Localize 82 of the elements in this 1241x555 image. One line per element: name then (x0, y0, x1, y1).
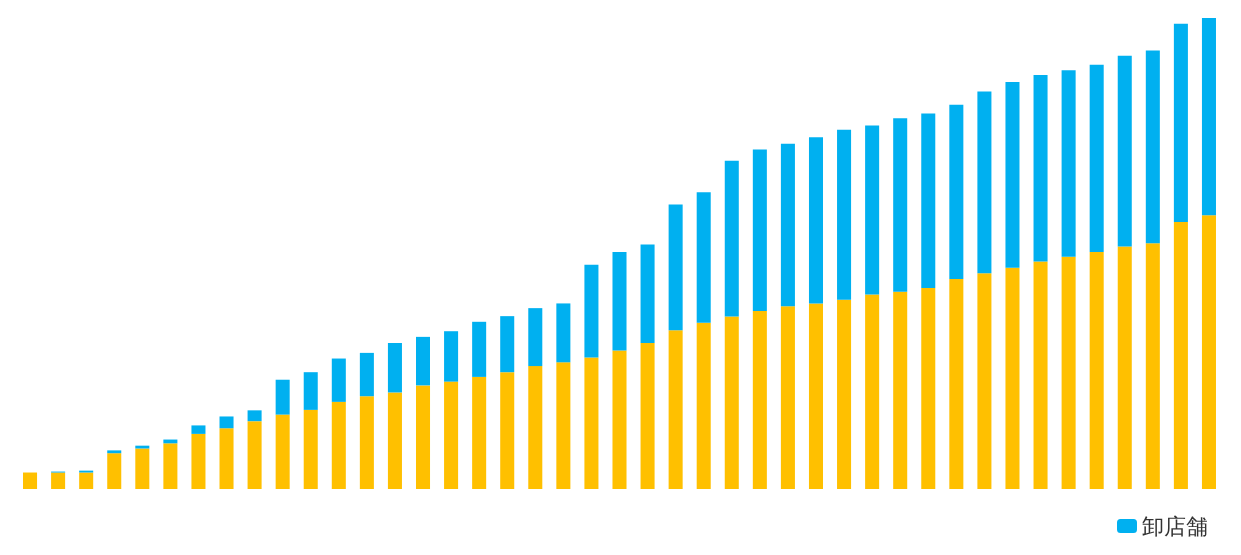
bar (1173, 23, 1188, 222)
bar (612, 252, 627, 351)
bar (191, 433, 206, 489)
bar (612, 350, 627, 489)
bar (331, 358, 346, 402)
bar (107, 453, 122, 489)
bar (275, 414, 290, 489)
bar (1089, 64, 1104, 253)
bar (668, 330, 683, 489)
bar (640, 244, 655, 343)
bar (528, 366, 543, 489)
bar (1117, 246, 1132, 489)
bar (949, 104, 964, 279)
bar (359, 352, 374, 397)
bar (387, 392, 402, 489)
bar (780, 306, 795, 489)
bar (219, 416, 234, 429)
bar (556, 362, 571, 489)
bar (247, 421, 262, 489)
bar (1173, 221, 1188, 489)
bar (1061, 256, 1076, 489)
bar (79, 472, 94, 489)
bar (444, 381, 459, 489)
legend-label: 卸店舗 (1142, 513, 1208, 539)
bar (556, 303, 571, 363)
bar (191, 425, 206, 434)
bar (219, 428, 234, 489)
bar (415, 336, 431, 386)
bar (865, 125, 880, 295)
bar (528, 308, 543, 367)
bar (51, 472, 66, 489)
bar (107, 450, 122, 454)
bar (135, 448, 150, 489)
bar (949, 278, 964, 489)
bar (1201, 18, 1216, 216)
bar (865, 294, 880, 489)
bar (331, 401, 346, 489)
bar (808, 137, 824, 304)
bar (444, 331, 459, 382)
bar (921, 287, 936, 489)
bar (1061, 70, 1076, 257)
bar (1005, 82, 1020, 268)
bar (668, 204, 683, 331)
bar (921, 113, 936, 288)
bar (696, 322, 711, 489)
bar (640, 342, 655, 489)
bar (1033, 261, 1048, 489)
bar (1005, 267, 1020, 489)
bar (359, 396, 374, 489)
bar (837, 129, 852, 300)
bar (500, 316, 515, 373)
bar (752, 149, 767, 311)
bar (808, 303, 824, 489)
bar (724, 160, 739, 317)
bar (472, 321, 487, 377)
bar (303, 409, 318, 489)
bar (472, 376, 487, 489)
bar (977, 91, 992, 274)
bar (247, 410, 262, 422)
bar (303, 372, 318, 410)
bar (1117, 55, 1132, 247)
bar (415, 385, 431, 489)
bar (837, 299, 852, 489)
bar (275, 379, 290, 415)
bar (584, 357, 599, 489)
bar (163, 443, 178, 489)
bar (977, 273, 992, 489)
bar (752, 310, 767, 489)
bar (387, 342, 402, 393)
bar (724, 316, 739, 489)
bar (696, 192, 711, 323)
bar (23, 472, 38, 489)
bar (500, 372, 515, 489)
bar (1089, 252, 1104, 489)
bar (584, 264, 599, 358)
bar (893, 118, 908, 292)
bar (893, 291, 908, 489)
bar (1145, 243, 1160, 489)
bar (1145, 50, 1160, 244)
bar (780, 143, 795, 307)
bar (1033, 74, 1048, 262)
bar (1201, 215, 1216, 489)
